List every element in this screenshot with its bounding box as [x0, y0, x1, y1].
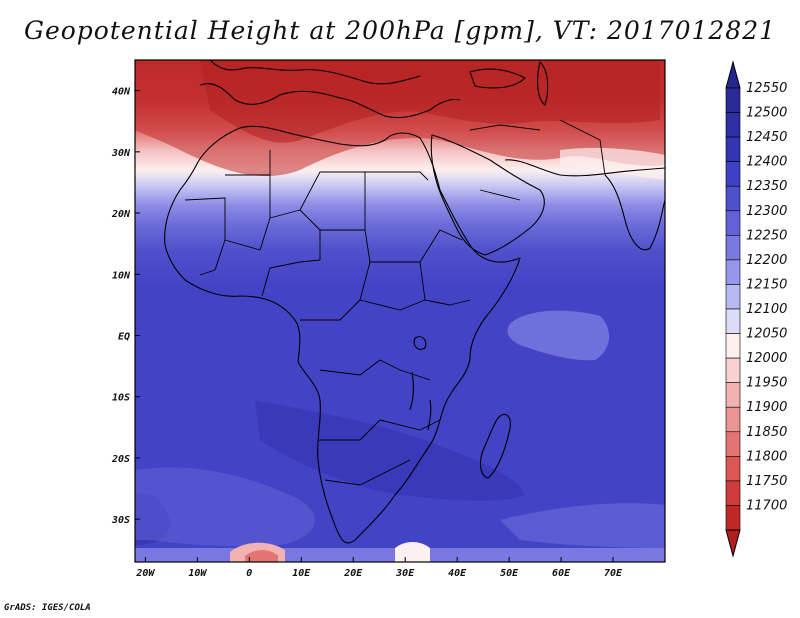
colorbar-swatch — [725, 112, 741, 138]
colorbar-swatch — [725, 210, 741, 236]
y-tick-label: 40N — [112, 87, 131, 98]
colorbar-label: 12050 — [746, 327, 787, 342]
colorbar-swatch — [725, 480, 741, 506]
colorbar-label: 12300 — [746, 204, 787, 219]
coastlines — [164, 60, 665, 544]
y-tick-label: EQ — [118, 331, 130, 342]
colorbar-label: 11750 — [746, 474, 787, 489]
colorbar-swatch — [725, 505, 741, 531]
country-borders — [184, 119, 606, 486]
colorbar: 12550 12500 12450 12400 12350 12300 12250 12200… — [725, 60, 787, 558]
colorbar-swatch — [725, 406, 741, 433]
colorbar-swatch — [725, 284, 741, 310]
colorbar-label: 12150 — [746, 277, 787, 292]
x-tick-label: 20W — [135, 568, 155, 579]
colorbar-label: 12250 — [746, 228, 787, 243]
y-tick-label: 10S — [112, 393, 130, 404]
y-axis-ticks: 40N 30N 20N 10N EQ 10S 20S 30S — [111, 87, 140, 526]
colorbar-label: 12100 — [746, 302, 787, 317]
y-tick-label: 30S — [111, 515, 130, 526]
y-tick-label: 30N — [111, 148, 131, 159]
y-tick-label: 20S — [111, 454, 130, 465]
map-title: Geopotential Height at 200hPa [gpm], VT:… — [23, 16, 777, 45]
colorbar-swatch — [725, 308, 741, 334]
colorbar-swatch — [725, 456, 741, 482]
credit-label: GrADS: IGES/COLA — [4, 603, 91, 613]
x-tick-label: 20E — [343, 568, 363, 579]
x-tick-label: 10W — [188, 568, 207, 579]
colorbar-swatch — [725, 87, 741, 113]
colorbar-swatch — [725, 185, 741, 212]
colorbar-max-arrow — [725, 60, 741, 89]
map-frame — [134, 59, 666, 563]
colorbar-min-arrow — [725, 529, 741, 558]
colorbar-swatch — [725, 431, 741, 457]
colorbar-swatch — [725, 235, 741, 261]
y-tick-label: 20N — [111, 209, 131, 220]
colorbar-label: 12500 — [746, 106, 787, 121]
x-tick-label: 0 — [246, 568, 252, 579]
colorbar-swatch — [725, 259, 741, 285]
colorbar-label: 11850 — [746, 425, 787, 440]
x-axis-ticks: 20W 10W 0 10E 20E 30E 40E 50E 60E 70E — [135, 557, 623, 579]
colorbar-label: 12550 — [746, 81, 787, 96]
colorbar-label: 12000 — [746, 351, 787, 366]
x-tick-label: 70E — [604, 568, 623, 579]
colorbar-swatch — [725, 161, 741, 187]
colorbar-label: 12200 — [746, 253, 787, 268]
colorbar-swatch — [725, 357, 741, 383]
x-tick-label: 60E — [552, 568, 571, 579]
colorbar-swatch — [725, 333, 741, 359]
colorbar-label: 11950 — [746, 376, 787, 391]
x-tick-label: 40E — [448, 568, 467, 579]
colorbar-label: 11700 — [746, 498, 787, 513]
x-tick-label: 50E — [500, 568, 519, 579]
colorbar-label: 12450 — [746, 130, 787, 145]
x-tick-label: 10E — [292, 568, 311, 579]
y-tick-label: 10N — [112, 270, 131, 281]
colorbar-swatch — [725, 136, 741, 162]
colorbar-label: 12400 — [746, 155, 787, 170]
height-field — [135, 60, 665, 562]
colorbar-label: 11800 — [746, 449, 787, 464]
colorbar-label: 11900 — [746, 400, 787, 415]
colorbar-swatch — [725, 382, 741, 408]
x-tick-label: 30E — [395, 568, 415, 579]
colorbar-label: 12350 — [746, 179, 787, 194]
